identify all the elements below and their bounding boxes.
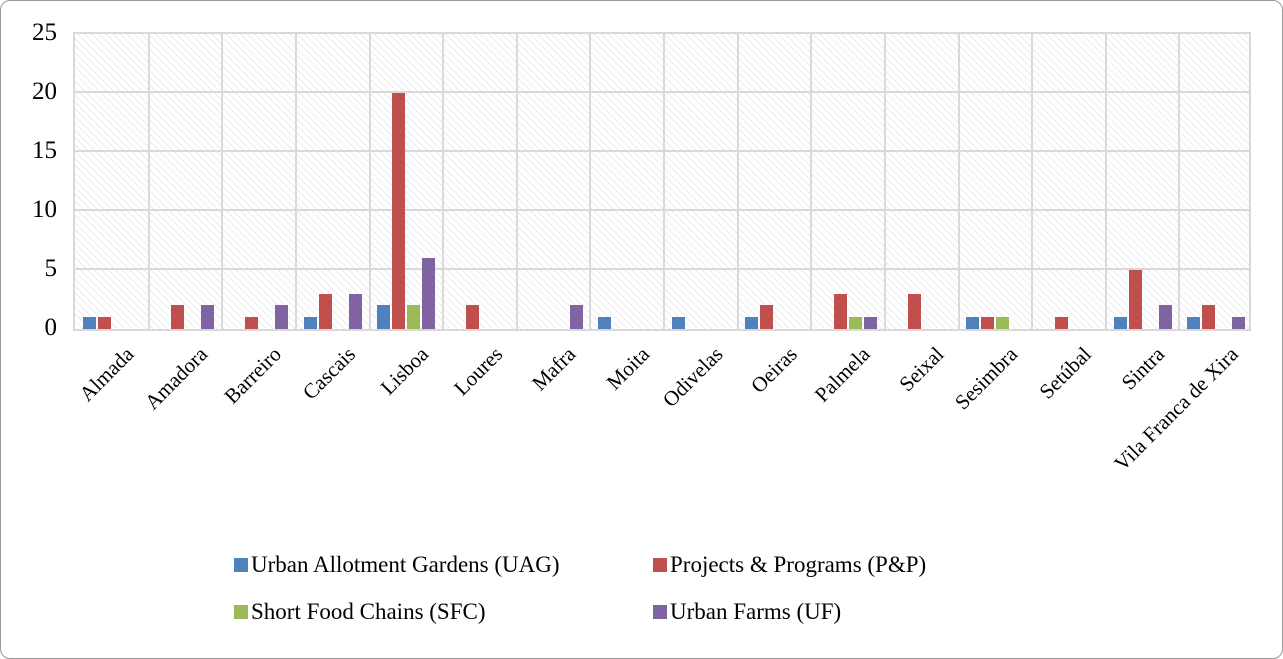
- bar-barreiro-s3: [275, 305, 289, 329]
- bar-loures-s1: [465, 305, 479, 329]
- x-axis-label-barreiro: Barreiro: [219, 342, 287, 409]
- vertical-gridline: [147, 34, 150, 329]
- legend-swatch-icon: [653, 558, 667, 572]
- bar-palmela-s3: [864, 317, 878, 329]
- y-axis-tick-label: 10: [32, 196, 57, 223]
- bar-palmela-s1: [834, 293, 848, 329]
- bar-lisboa-s1: [392, 93, 406, 329]
- y-axis-tick-label: 15: [32, 137, 57, 164]
- y-axis-tick-label: 20: [32, 78, 57, 105]
- x-axis-label-lisboa: Lisboa: [375, 342, 434, 400]
- horizontal-gridline: [75, 268, 1249, 270]
- vertical-gridline: [442, 34, 445, 329]
- x-axis-label-cascais: Cascais: [297, 342, 360, 405]
- x-axis-label-seixal: Seixal: [894, 342, 949, 397]
- x-axis-label-odivelas: Odivelas: [658, 342, 728, 412]
- x-axis-label-setúbal: Setúbal: [1034, 342, 1096, 404]
- x-axis-label-mafra: Mafra: [527, 342, 581, 396]
- bar-lisboa-s2: [407, 305, 421, 329]
- vertical-gridline: [368, 34, 371, 329]
- bar-almada-s0: [82, 317, 96, 329]
- bar-sesimbra-s2: [996, 317, 1010, 329]
- vertical-gridline: [957, 34, 960, 329]
- vertical-gridline: [294, 34, 297, 329]
- horizontal-gridline: [75, 209, 1249, 211]
- x-axis-label-moita: Moita: [601, 342, 655, 395]
- plot-area: [73, 32, 1251, 331]
- legend-label: Projects & Programs (P&P): [670, 552, 927, 577]
- vertical-gridline: [1178, 34, 1181, 329]
- vertical-gridline: [515, 34, 518, 329]
- legend-swatch-icon: [653, 605, 667, 619]
- legend-swatch-icon: [234, 605, 248, 619]
- legend-swatch-icon: [234, 558, 248, 572]
- bar-barreiro-s1: [245, 317, 259, 329]
- x-axis-label-amadora: Amadora: [140, 342, 213, 415]
- bar-setúbal-s1: [1054, 317, 1068, 329]
- bar-almada-s1: [97, 317, 111, 329]
- bar-cascais-s1: [318, 293, 332, 329]
- y-axis-tick-label: 25: [32, 19, 57, 46]
- vertical-gridline: [883, 34, 886, 329]
- vertical-gridline: [589, 34, 592, 329]
- vertical-gridline: [221, 34, 224, 329]
- bar-odivelas-s0: [671, 317, 685, 329]
- bar-cascais-s0: [303, 317, 317, 329]
- y-axis-tick-label: 0: [44, 314, 58, 341]
- y-axis-tick-label: 5: [44, 255, 58, 282]
- legend-label: Short Food Chains (SFC): [251, 599, 486, 624]
- bar-oeiras-s0: [745, 317, 759, 329]
- bar-oeiras-s1: [760, 305, 774, 329]
- bar-lisboa-s3: [422, 258, 436, 329]
- horizontal-gridline: [75, 150, 1249, 152]
- x-axis-label-sintra: Sintra: [1117, 342, 1170, 395]
- legend-item: Urban Farms (UF): [653, 599, 841, 625]
- bar-lisboa-s0: [377, 305, 391, 329]
- vertical-gridline: [1031, 34, 1034, 329]
- x-axis-label-loures: Loures: [448, 342, 507, 401]
- bar-seixal-s1: [907, 293, 921, 329]
- bar-amadora-s1: [171, 305, 185, 329]
- bar-sintra-s3: [1158, 305, 1172, 329]
- legend-item: Projects & Programs (P&P): [653, 552, 926, 578]
- x-axis-label-sesimbra: Sesimbra: [950, 342, 1023, 415]
- vertical-gridline: [663, 34, 665, 329]
- x-axis-label-vila-franca-de-xira: Vila Franca de Xira: [1109, 342, 1244, 476]
- vertical-gridline: [736, 34, 739, 329]
- legend-item: Short Food Chains (SFC): [234, 599, 486, 625]
- bar-sesimbra-s0: [966, 317, 980, 329]
- bar-moita-s0: [598, 317, 612, 329]
- bar-vila-franca-de-xira-s3: [1232, 317, 1246, 329]
- bar-vila-franca-de-xira-s1: [1202, 305, 1216, 329]
- bar-amadora-s3: [201, 305, 215, 329]
- x-axis-label-oeiras: Oeiras: [745, 342, 802, 398]
- bar-palmela-s2: [849, 317, 863, 329]
- vertical-gridline: [810, 34, 813, 329]
- horizontal-gridline: [75, 91, 1249, 93]
- bar-vila-franca-de-xira-s0: [1187, 317, 1201, 329]
- x-axis-label-palmela: Palmela: [810, 342, 876, 407]
- x-axis-label-almada: Almada: [74, 342, 139, 406]
- legend-label: Urban Farms (UF): [670, 599, 842, 624]
- bar-sintra-s1: [1128, 270, 1142, 329]
- legend-label: Urban Allotment Gardens (UAG): [251, 552, 560, 577]
- legend-item: Urban Allotment Gardens (UAG): [234, 552, 560, 578]
- bar-cascais-s3: [348, 293, 362, 329]
- bar-mafra-s3: [569, 305, 583, 329]
- bar-sesimbra-s1: [981, 317, 995, 329]
- vertical-gridline: [1104, 34, 1107, 329]
- bar-sintra-s0: [1113, 317, 1127, 329]
